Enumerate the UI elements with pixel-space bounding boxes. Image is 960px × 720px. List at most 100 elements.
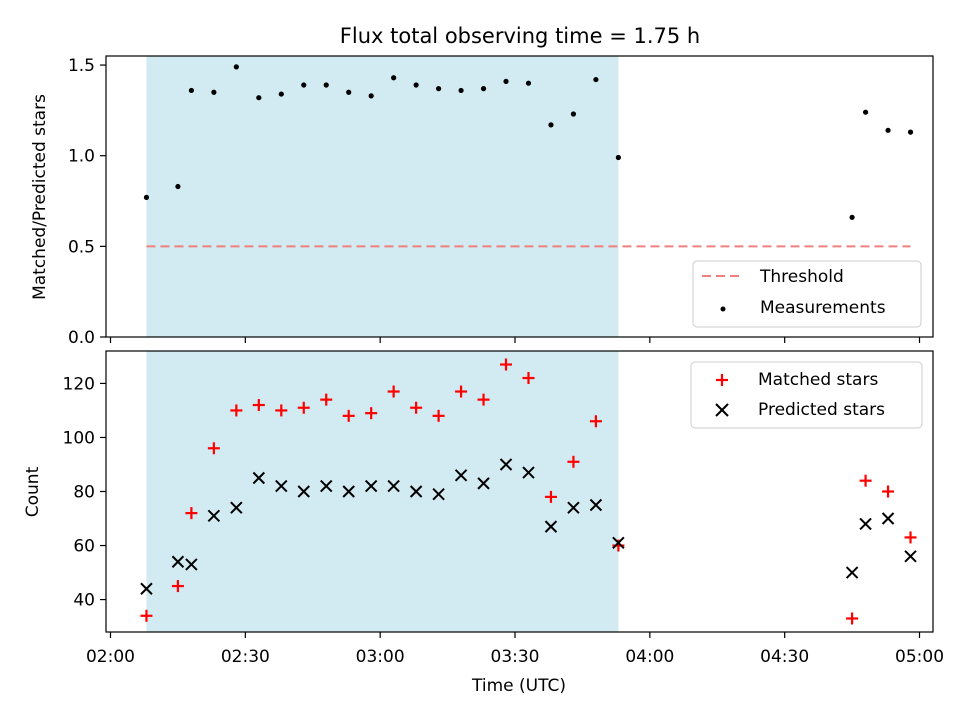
x-axis-label: Time (UTC) <box>471 676 566 696</box>
top-y-tick-label: 0.5 <box>68 237 95 257</box>
x-tick-label: 04:30 <box>760 647 809 667</box>
top-measurement-points <box>143 64 914 220</box>
matched-star-point <box>859 474 872 487</box>
predicted-star-point <box>297 485 310 498</box>
predicted-star-point <box>230 501 243 514</box>
predicted-star-point <box>881 512 895 525</box>
bottom-y-tick-label: 80 <box>73 483 95 503</box>
x-tick-label: 02:30 <box>221 647 270 667</box>
predicted-star-point <box>567 501 580 514</box>
matched-star-point <box>140 609 153 622</box>
matched-star-point <box>589 415 602 428</box>
bottom-y-tick-label: 60 <box>73 537 95 557</box>
matched-star-point <box>455 385 468 398</box>
measurement-point <box>301 82 307 88</box>
predicted-star-point <box>904 550 917 563</box>
figure-title: Flux total observing time = 1.75 h <box>340 24 700 48</box>
top-plot-frame <box>105 55 934 338</box>
measurement-point <box>570 111 577 117</box>
matched-star-point <box>544 490 557 503</box>
predicted-star-point <box>252 471 266 485</box>
top-y-tick-label: 1.5 <box>68 56 95 76</box>
measurement-point <box>256 95 262 101</box>
x-tick-label: 02:00 <box>86 647 135 667</box>
matched-star-point <box>207 442 220 455</box>
matched-star-point <box>410 401 423 414</box>
matched-legend-label: Matched stars <box>758 370 878 390</box>
predicted-legend-swatch <box>715 403 729 417</box>
x-tick-label: 03:00 <box>356 647 405 667</box>
matched-star-point <box>252 399 265 412</box>
top-legend: Threshold Measurements <box>692 260 922 328</box>
matched-star-point <box>230 404 243 417</box>
matched-star-point <box>567 455 580 468</box>
bottom-x-axis: 02:00 02:30 03:00 03:30 04:00 04:30 05:00 <box>86 632 944 667</box>
predicted-star-point <box>387 479 400 493</box>
measurements-legend-swatch <box>720 306 726 312</box>
matched-star-point <box>846 612 859 625</box>
predicted-star-point <box>544 520 558 533</box>
bottom-point-markers <box>140 358 917 625</box>
matched-star-point <box>432 409 445 422</box>
predicted-star-point <box>454 469 468 482</box>
measurement-point <box>413 82 419 88</box>
bottom-y-tick-label: 100 <box>63 428 95 448</box>
predicted-star-point <box>171 555 185 568</box>
bottom-y-label: Count <box>23 466 43 517</box>
predicted-star-point <box>409 485 423 498</box>
bottom-legend-box <box>690 361 923 429</box>
matched-star-point <box>365 407 378 420</box>
matched-star-point <box>500 358 513 371</box>
predicted-star-point <box>364 479 378 493</box>
bottom-y-tick-label: 40 <box>73 591 95 611</box>
measurement-point <box>391 75 397 81</box>
matched-star-point <box>297 401 310 414</box>
predicted-star-point <box>845 566 859 579</box>
top-shaded-region <box>146 56 619 337</box>
matched-star-point <box>320 393 333 406</box>
top-y-label: Matched/Predicted stars <box>30 94 50 300</box>
measurement-point <box>525 80 532 86</box>
x-tick-label: 05:00 <box>895 647 944 667</box>
matched-star-point <box>185 507 198 520</box>
x-tick-label: 03:30 <box>491 647 540 667</box>
predicted-legend-label: Predicted stars <box>758 400 885 420</box>
predicted-star-point <box>140 582 153 595</box>
matched-star-point <box>882 485 895 498</box>
top-y-tick-label: 1.0 <box>68 147 95 167</box>
bottom-panel: 02:00 02:30 03:00 03:30 04:00 04:30 05:00 40 60… <box>23 350 944 696</box>
measurement-point <box>278 91 284 97</box>
matched-star-point <box>275 404 288 417</box>
matched-star-point <box>522 372 535 385</box>
predicted-star-point <box>522 466 535 479</box>
top-y-tick-label: 0.0 <box>68 328 95 348</box>
measurement-point <box>503 78 509 84</box>
matched-star-point <box>477 393 490 406</box>
predicted-star-point <box>185 558 198 571</box>
x-tick-label: 04:00 <box>625 647 674 667</box>
top-legend-box <box>692 260 922 328</box>
top-y-axis: 0.0 0.5 1.0 1.5 <box>68 56 106 348</box>
predicted-star-point <box>320 479 333 493</box>
measurement-point <box>907 129 914 135</box>
matched-star-point <box>342 409 355 422</box>
predicted-star-point <box>612 536 625 550</box>
predicted-star-point <box>499 458 513 471</box>
measurements-legend-label: Measurements <box>760 298 886 318</box>
measurement-point <box>849 214 855 220</box>
bottom-y-axis: 40 60 80 100 120 <box>63 374 106 611</box>
matched-legend-swatch <box>716 374 728 386</box>
matched-star-point <box>387 385 400 398</box>
measurement-point <box>548 122 554 128</box>
measurement-point <box>346 89 352 95</box>
predicted-star-point <box>859 517 872 531</box>
threshold-legend-label: Threshold <box>759 267 844 287</box>
bottom-legend: Matched stars Predicted stars <box>690 361 923 429</box>
measurement-point <box>323 82 329 88</box>
predicted-star-point <box>342 485 355 498</box>
bottom-shaded-region <box>146 351 619 632</box>
measurement-point <box>233 64 239 70</box>
measurement-point <box>480 86 487 92</box>
measurement-point <box>615 154 621 161</box>
